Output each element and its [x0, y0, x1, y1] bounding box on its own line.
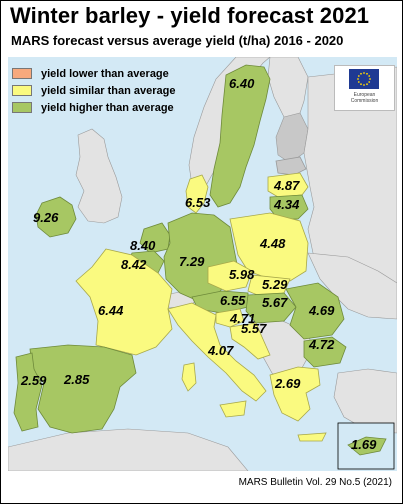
value-croatia: 5.57	[241, 321, 267, 336]
value-poland: 4.48	[260, 236, 286, 251]
value-sweden: 6.40	[229, 76, 255, 91]
value-italy: 4.07	[208, 343, 234, 358]
legend-swatch-lower	[12, 68, 32, 79]
land-finland	[275, 112, 309, 164]
value-greece: 2.69	[275, 376, 301, 391]
region-sardinia	[181, 362, 197, 392]
value-ireland: 9.26	[33, 210, 59, 225]
map-legend: yield lower than average yield similar t…	[8, 65, 176, 116]
footer-citation: MARS Bulletin Vol. 29 No.5 (2021)	[238, 477, 392, 488]
region-croatia	[229, 322, 271, 360]
eu-flag-icon	[349, 69, 379, 89]
legend-item-lower: yield lower than average	[8, 65, 176, 82]
region-slovenia	[215, 308, 245, 328]
region-denmark	[185, 174, 209, 214]
map-title: Winter barley - yield forecast 2021	[10, 3, 370, 28]
eu-logo-caption: European Commission	[350, 92, 379, 104]
europe-map	[8, 57, 397, 471]
legend-label-lower: yield lower than average	[41, 67, 169, 80]
region-cyprus	[347, 436, 387, 456]
value-netherlands: 8.40	[130, 238, 156, 253]
region-sweden	[209, 64, 271, 208]
land-ukraine-moldova	[307, 252, 397, 320]
region-bulgaria	[303, 336, 347, 368]
region-france	[75, 248, 173, 356]
map-subtitle: MARS forecast versus average yield (t/ha…	[11, 33, 344, 48]
value-cyprus: 1.69	[351, 437, 377, 452]
region-crete	[297, 432, 327, 442]
region-hungary	[245, 292, 297, 324]
region-romania	[285, 282, 345, 340]
value-spain: 2.85	[64, 372, 90, 387]
value-czechia: 5.98	[229, 267, 255, 282]
region-portugal	[13, 352, 43, 432]
region-greece	[269, 366, 321, 422]
legend-swatch-similar	[12, 85, 32, 96]
region-czechia	[207, 260, 253, 292]
value-slovenia: 4.71	[230, 311, 256, 326]
value-bulgaria: 4.72	[309, 337, 335, 352]
value-france: 6.44	[98, 303, 124, 318]
region-lithuania	[269, 194, 309, 220]
legend-item-higher: yield higher than average	[8, 99, 176, 116]
region-ireland	[35, 196, 77, 238]
value-austria: 6.55	[220, 293, 246, 308]
land-balkans-west	[255, 318, 311, 384]
land-russia-belarus	[303, 66, 397, 298]
map-area	[8, 57, 397, 471]
region-italy	[167, 302, 267, 402]
land-uk	[75, 128, 123, 224]
value-slovakia: 5.29	[262, 277, 288, 292]
legend-label-similar: yield similar than average	[41, 84, 176, 97]
region-spain	[29, 344, 137, 434]
value-latvia: 4.87	[274, 178, 300, 193]
region-estonia	[275, 156, 307, 176]
value-hungary: 5.67	[262, 295, 288, 310]
region-sicily	[219, 400, 247, 418]
land-north-africa	[8, 428, 249, 471]
value-lithuania: 4.34	[274, 197, 300, 212]
value-portugal: 2.59	[21, 373, 47, 388]
value-romania: 4.69	[309, 303, 335, 318]
value-germany: 7.29	[179, 254, 205, 269]
legend-label-higher: yield higher than average	[41, 101, 174, 114]
land-finland-north	[267, 57, 309, 120]
legend-item-similar: yield similar than average	[8, 82, 176, 99]
eu-logo: European Commission	[334, 65, 395, 111]
region-poland	[229, 212, 309, 282]
value-belgium: 8.42	[121, 257, 147, 272]
legend-swatch-higher	[12, 102, 32, 113]
value-denmark: 6.53	[185, 195, 211, 210]
